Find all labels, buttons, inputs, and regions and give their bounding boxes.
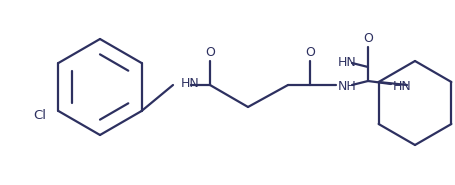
Text: O: O bbox=[362, 31, 372, 45]
Text: Cl: Cl bbox=[33, 108, 46, 122]
Text: HN: HN bbox=[392, 80, 411, 92]
Text: HN: HN bbox=[337, 56, 356, 68]
Text: O: O bbox=[304, 46, 314, 58]
Text: NH: NH bbox=[337, 80, 356, 92]
Text: HN: HN bbox=[181, 77, 199, 90]
Text: O: O bbox=[205, 46, 214, 58]
